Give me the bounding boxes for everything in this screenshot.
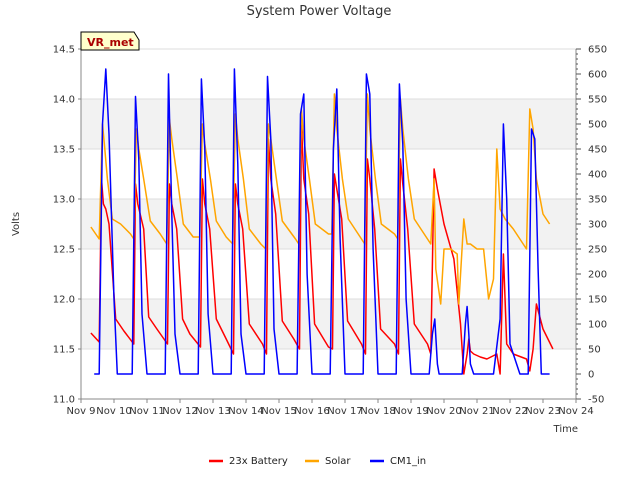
y-tick-label: 11.0 [53,395,75,406]
y2-tick-label: 300 [588,220,607,231]
x-tick-label: Nov 22 [492,406,527,417]
y2-tick-label: 350 [588,195,607,206]
plot-band [81,299,576,349]
x-tick-label: Nov 14 [228,406,263,417]
y2-tick-label: 600 [588,70,607,81]
y2-tick-label: -50 [588,395,604,406]
y2-tick-label: 100 [588,320,607,331]
x-axis-label: Time [553,424,578,435]
x-tick-label: Nov 24 [558,406,593,417]
y-axis-ticks: 11.0 11.5 12.0 12.5 13.0 13.5 14.0 14.5 [53,45,81,406]
y-tick-label: 14.0 [53,95,75,106]
badge-shape [80,31,140,51]
plot-background [81,99,576,349]
x-tick-label: Nov 9 [66,406,95,417]
y2-tick-label: 50 [588,345,601,356]
legend-label-solar: Solar [325,456,351,467]
y2-tick-label: 0 [588,370,594,381]
plot-band [81,199,576,249]
y2-tick-label: 550 [588,95,607,106]
vr-met-badge: VR_met [80,31,140,51]
x-tick-label: Nov 10 [96,406,131,417]
x-tick-label: Nov 16 [294,406,329,417]
chart-title: System Power Voltage [247,4,392,19]
y2-tick-label: 250 [588,245,607,256]
y-tick-label: 13.5 [53,145,75,156]
y2-axis-ticks: -50 0 50 100 150 200 250 300 350 400 450 500 550 600 6… [576,45,607,406]
x-tick-label: Nov 23 [525,406,560,417]
y-tick-label: 14.5 [53,45,75,56]
y2-tick-label: 500 [588,120,607,131]
x-tick-label: Nov 13 [195,406,230,417]
x-tick-label: Nov 15 [261,406,296,417]
x-tick-label: Nov 17 [327,406,362,417]
x-tick-label: Nov 11 [129,406,164,417]
y2-tick-label: 650 [588,45,607,56]
legend: 23x Battery Solar CM1_in [209,456,426,467]
y-tick-label: 12.5 [53,245,75,256]
x-tick-label: Nov 12 [162,406,197,417]
y2-tick-label: 450 [588,145,607,156]
legend-label-23x-battery: 23x Battery [229,456,288,467]
legend-label-cm1-in: CM1_in [390,456,426,467]
y2-tick-label: 150 [588,295,607,306]
badge-label: VR_met [87,36,134,49]
series-layer [90,68,554,375]
y-tick-label: 13.0 [53,195,75,206]
series-solar-line [90,93,551,305]
y-tick-label: 12.0 [53,295,75,306]
series-cm1-in-line [94,68,550,375]
y-axis-label: Volts [11,212,22,236]
y2-tick-label: 200 [588,270,607,281]
y2-tick-label: 400 [588,170,607,181]
x-tick-label: Nov 19 [393,406,428,417]
y-tick-label: 11.5 [53,345,75,356]
x-tick-label: Nov 20 [426,406,461,417]
x-tick-label: Nov 21 [459,406,494,417]
x-tick-label: Nov 18 [360,406,395,417]
plot-band [81,99,576,149]
